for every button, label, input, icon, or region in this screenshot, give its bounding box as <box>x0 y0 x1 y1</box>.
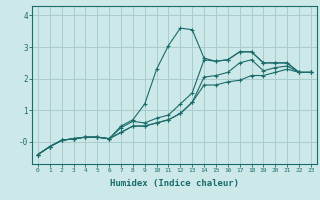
X-axis label: Humidex (Indice chaleur): Humidex (Indice chaleur) <box>110 179 239 188</box>
